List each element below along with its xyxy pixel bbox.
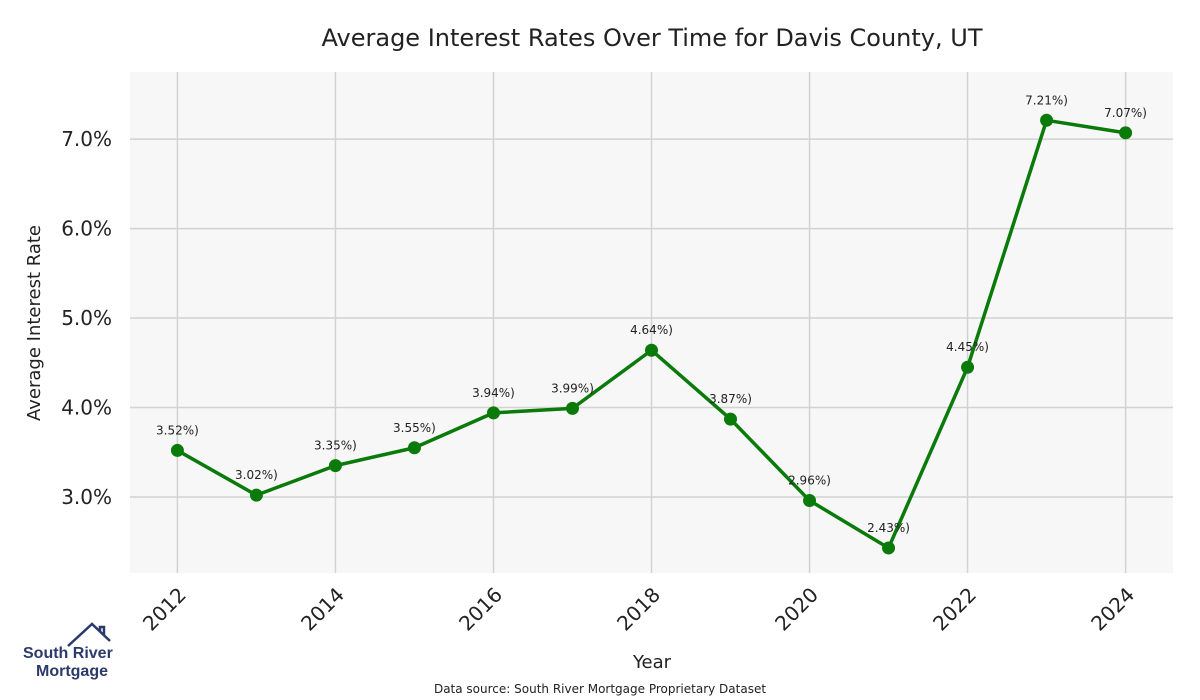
- data-point: [645, 343, 658, 357]
- data-label: 3.99%): [551, 381, 594, 395]
- y-axis-ticks: 3.0% 4.0% 5.0% 6.0% 7.0%: [61, 127, 112, 509]
- data-point: [249, 488, 263, 502]
- data-point: [724, 412, 738, 426]
- logo-text-line2: Mortgage: [36, 663, 108, 680]
- house-roof-icon: [67, 622, 111, 647]
- data-label: 3.87%): [709, 392, 752, 406]
- logo-text-line1: South River: [23, 645, 113, 662]
- source-note: Data source: South River Mortgage Propri…: [434, 682, 766, 696]
- x-tick-label: 2024: [1086, 583, 1139, 636]
- data-point: [1040, 113, 1054, 127]
- data-point: [961, 360, 975, 374]
- data-points: [170, 113, 1133, 555]
- data-label: 2.43%): [867, 521, 910, 535]
- data-label: 3.35%): [314, 439, 357, 453]
- data-point: [328, 459, 342, 473]
- y-tick-label: 4.0%: [61, 395, 112, 419]
- data-point: [882, 541, 896, 555]
- grid-lines: [130, 72, 1173, 573]
- y-tick-label: 5.0%: [61, 306, 112, 330]
- x-axis-label: Year: [632, 652, 672, 673]
- chart-title: Average Interest Rates Over Time for Dav…: [322, 24, 983, 52]
- x-tick-label: 2018: [612, 583, 665, 636]
- x-tick-label: 2014: [296, 583, 349, 636]
- x-tick-label: 2020: [770, 583, 823, 636]
- data-label: 3.52%): [156, 423, 199, 437]
- data-label: 7.07%): [1104, 106, 1147, 120]
- company-logo: South River Mortgage: [23, 622, 113, 680]
- data-label: 3.94%): [472, 386, 515, 400]
- x-tick-label: 2012: [138, 583, 191, 636]
- data-label: 7.21%): [1025, 93, 1068, 107]
- data-label: 4.64%): [630, 323, 673, 337]
- data-label: 3.55%): [393, 421, 436, 435]
- data-point: [407, 441, 421, 455]
- data-label: 4.45%): [946, 340, 989, 354]
- data-point: [170, 443, 184, 457]
- data-point: [486, 406, 500, 420]
- data-labels: 3.52%) 3.02%) 3.35%) 3.55%) 3.94%) 3.99%) 4.64…: [156, 93, 1147, 535]
- y-tick-label: 6.0%: [61, 217, 112, 241]
- x-tick-label: 2016: [454, 583, 507, 636]
- data-label: 2.96%): [788, 474, 831, 488]
- x-axis-ticks: 2012 2014 2016 2018 2020 2022 2024: [138, 583, 1139, 636]
- data-point: [565, 401, 579, 415]
- data-label: 3.02%): [235, 468, 278, 482]
- y-tick-label: 7.0%: [61, 127, 112, 151]
- y-axis-label: Average Interest Rate: [24, 225, 45, 421]
- y-tick-label: 3.0%: [61, 485, 112, 509]
- data-point: [803, 494, 817, 508]
- data-point: [1119, 126, 1133, 140]
- x-tick-label: 2022: [928, 583, 981, 636]
